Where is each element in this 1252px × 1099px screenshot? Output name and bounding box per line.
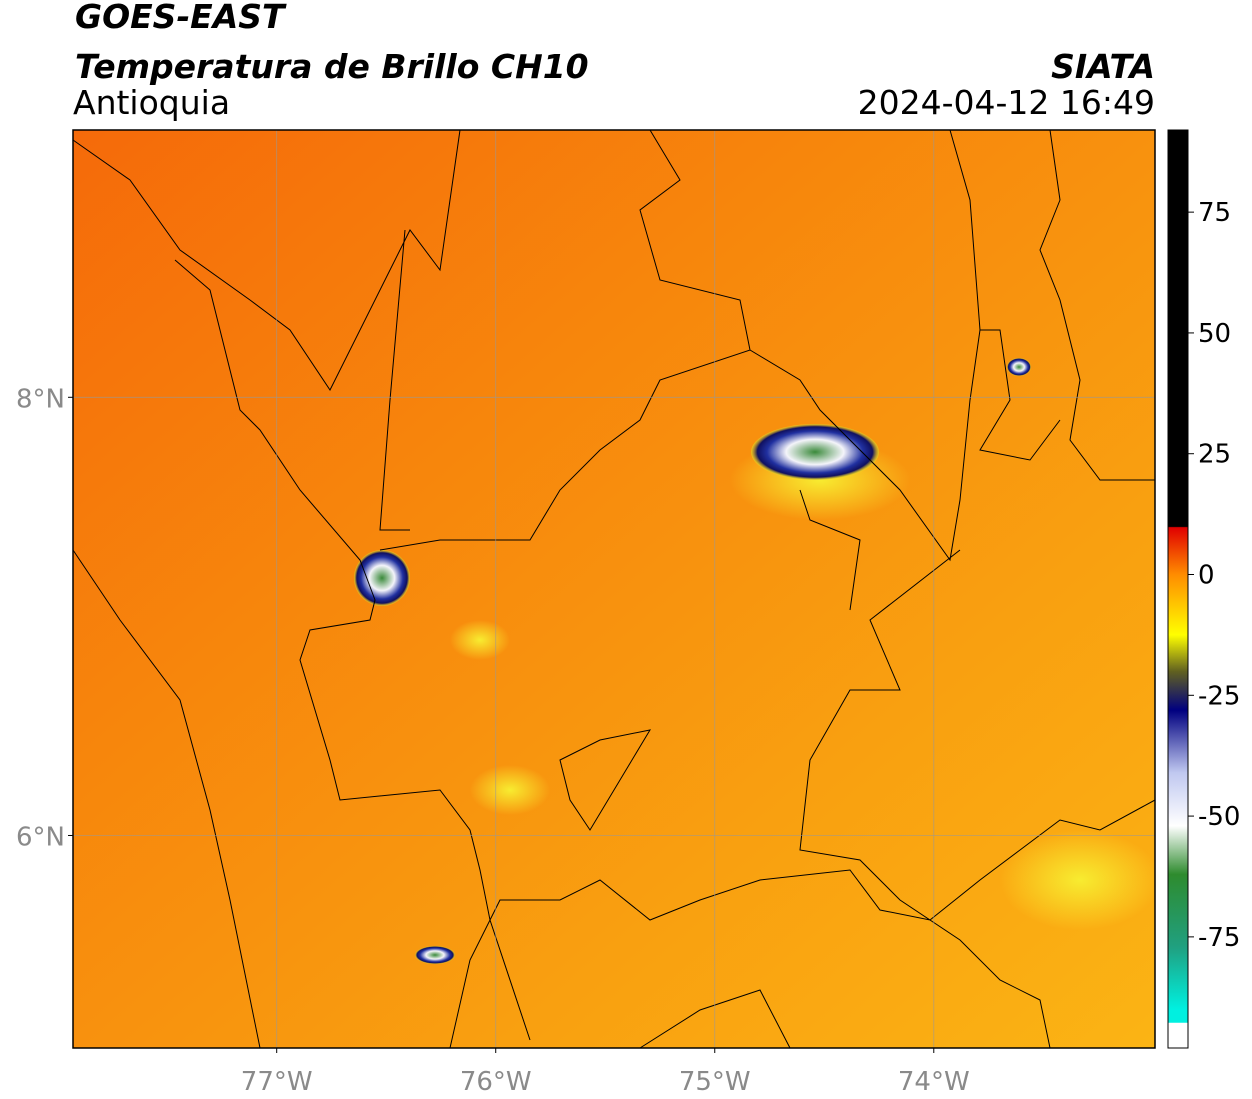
cloud-cell (415, 946, 455, 964)
colorbar (1167, 129, 1189, 1049)
colorbar-tick-label: 75 (1198, 198, 1231, 228)
grid (73, 130, 1155, 1048)
x-tick-label: 77°W (241, 1067, 313, 1097)
datetime: 2024-04-12 16:49 (858, 83, 1155, 122)
x-tick-label: 75°W (679, 1067, 751, 1097)
warm-patch (450, 620, 510, 660)
colorbar-tick-label: -25 (1198, 681, 1240, 711)
boundary (72, 129, 1156, 1049)
colorbar-tick-label: -50 (1198, 802, 1240, 832)
y-tick-label: 8°N (16, 384, 65, 414)
x-tick-label: 76°W (460, 1067, 532, 1097)
cloud-cell (751, 424, 879, 480)
y-tick-label: 6°N (16, 822, 65, 852)
warm-patch (1000, 830, 1160, 930)
map-background (73, 130, 1155, 1048)
x-tick-label: 74°W (898, 1067, 970, 1097)
subtitle: Temperatura de Brillo CH10 (75, 47, 589, 86)
colorbar-tick-label: -75 (1198, 923, 1240, 953)
region: Antioquia (73, 83, 230, 122)
warm-patch (470, 765, 550, 815)
colorbar-tick-label: 50 (1198, 319, 1231, 349)
map-frame (72, 129, 1156, 1049)
cloud-cell (354, 550, 410, 606)
title: GOES-EAST (75, 0, 287, 36)
source: SIATA (1051, 47, 1155, 86)
cloud-cell (1007, 358, 1031, 376)
map (72, 129, 1160, 1049)
colorbar-tick-label: 0 (1198, 561, 1215, 591)
colorbar-tick-label: 25 (1198, 440, 1231, 470)
